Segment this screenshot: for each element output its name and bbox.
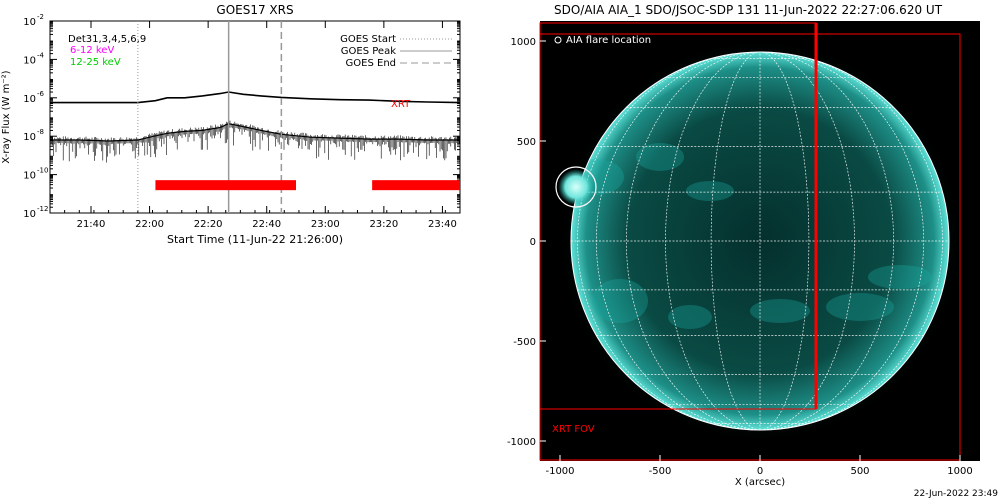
- goes-x-axis: 21:40 22:00 22:20 22:40 23:00 23:20 23:40: [49, 21, 461, 230]
- active-region: [826, 293, 894, 321]
- solar-limb: [570, 51, 950, 431]
- longitude-line: [626, 52, 761, 430]
- band-6-12-label: 6-12 keV: [70, 45, 114, 56]
- active-region: [686, 181, 734, 201]
- active-region: [592, 279, 648, 323]
- aia-x-tick-label: 1000: [947, 466, 972, 477]
- x-tick-label: 23:40: [428, 219, 457, 230]
- y-tick-exponent: -8: [37, 128, 44, 136]
- aia-y-tick-label: 1000: [511, 37, 536, 48]
- xrt-coverage-bar: [155, 180, 296, 191]
- active-region: [636, 143, 684, 171]
- flare-location-marker: [555, 166, 597, 208]
- y-tick-exponent: -12: [37, 205, 48, 213]
- xrt-label: XRT: [391, 99, 411, 110]
- aia-x-tick-label: 0: [757, 466, 763, 477]
- legend-flare-location: AIA flare location: [566, 35, 651, 46]
- legend-goes-end: GOES End: [346, 58, 396, 69]
- goes-y-axis-label: X-ray Flux (W m⁻²): [1, 70, 12, 163]
- legend-circle-icon: [554, 36, 562, 44]
- y-tick-exponent: -6: [37, 90, 45, 98]
- x-tick-label: 23:20: [369, 219, 398, 230]
- goes-x-axis-label: Start Time (11-Jun-22 21:26:00): [167, 233, 343, 246]
- x-tick-label: 22:00: [135, 219, 164, 230]
- goes-title: GOES17 XRS: [216, 3, 293, 17]
- xrt-fov-label: XRT FOV: [552, 424, 595, 435]
- aia-x-tick-label: 500: [850, 466, 869, 477]
- active-region: [750, 299, 810, 323]
- aia-y-tick-label: -1000: [507, 437, 536, 448]
- detectors-label: Det31,3,4,5,6,9: [68, 34, 146, 45]
- aia-chart: SDO/AIA AIA_1 SDO/JSOC-SDP 131 11-Jun-20…: [507, 3, 980, 488]
- aia-y-tick-label: -500: [513, 337, 536, 348]
- goes-legend: GOES Start GOES Peak GOES End: [340, 34, 452, 69]
- aia-y-tick-label: 0: [530, 237, 536, 248]
- y-tick-exponent: -2: [37, 13, 44, 21]
- x-tick-label: 23:00: [311, 219, 340, 230]
- aia-y-axis: 1000 500 0 -500 -1000: [507, 37, 546, 448]
- active-regions: [571, 143, 932, 329]
- goes-12-25-noise: [50, 120, 460, 163]
- y-tick-label: 10: [23, 94, 36, 105]
- legend-goes-peak: GOES Peak: [341, 46, 396, 57]
- aia-x-axis-label: X (arcsec): [735, 477, 785, 488]
- aia-x-tick-label: -500: [649, 466, 672, 477]
- active-region: [668, 305, 712, 329]
- active-region: [868, 265, 932, 289]
- aia-y-tick-label: 500: [517, 137, 536, 148]
- aia-x-tick-label: -1000: [545, 466, 574, 477]
- y-tick-label: 10: [23, 55, 36, 66]
- legend-goes-start: GOES Start: [340, 34, 396, 45]
- longitude-line: [759, 52, 925, 430]
- footer-date: 22-Jun-2022 23:49: [914, 489, 998, 499]
- longitude-line: [577, 52, 761, 430]
- xrt-coverage-bars: [155, 180, 460, 191]
- y-tick-label: 10: [23, 171, 36, 182]
- y-tick-label: 10: [23, 17, 36, 28]
- y-tick-label: 10: [23, 132, 36, 143]
- noise-band: [50, 120, 460, 163]
- xrt-coverage-bar: [372, 180, 460, 191]
- band-12-25-label: 12-25 keV: [70, 57, 121, 68]
- aia-title: SDO/AIA AIA_1 SDO/JSOC-SDP 131 11-Jun-20…: [554, 3, 943, 17]
- x-tick-label: 21:40: [77, 219, 106, 230]
- y-tick-exponent: -10: [37, 167, 48, 175]
- flare-glow: [558, 169, 594, 205]
- aia-x-axis: -1000 -500 0 500 1000: [545, 455, 973, 477]
- y-tick-exponent: -4: [37, 51, 45, 59]
- x-tick-label: 22:20: [194, 219, 223, 230]
- y-tick-label: 10: [23, 209, 36, 220]
- x-tick-label: 22:40: [252, 219, 281, 230]
